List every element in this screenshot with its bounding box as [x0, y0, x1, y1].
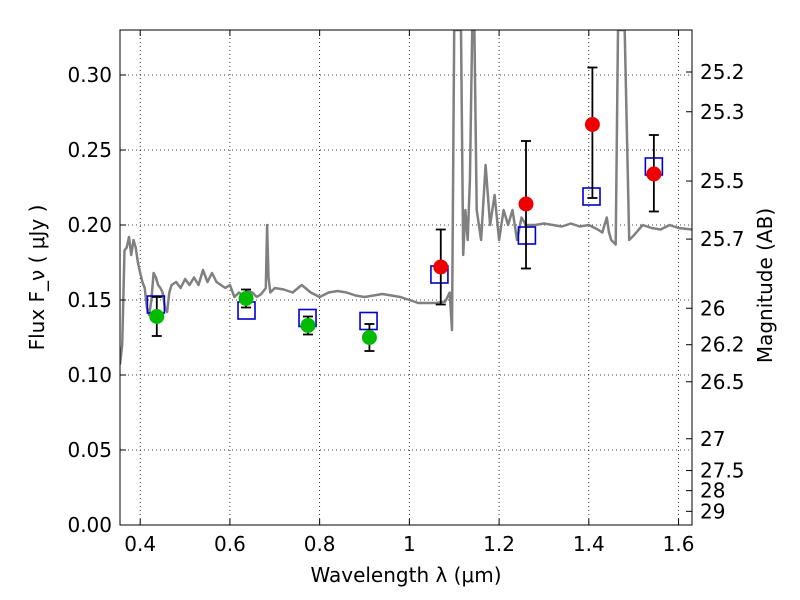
y2-tick-label: 26	[700, 296, 725, 320]
series-layer	[120, 30, 692, 365]
photometry-point	[300, 318, 316, 333]
x-tick-label: 0.4	[124, 532, 156, 556]
x-tick-label: 1.2	[483, 532, 515, 556]
y-tick-label: 0.25	[67, 138, 112, 162]
y2-tick-label: 29	[700, 499, 725, 523]
ticks: 0.4 0.6 0.8 1 1.2 1.4 1.6 0.00 0.05 0.10 0.15 0.20 0…	[67, 30, 745, 556]
y-tick-label: 0.00	[67, 513, 112, 537]
photometry-point	[361, 330, 377, 345]
x-tick-label: 1.4	[573, 532, 605, 556]
secondary-y-axis-label: Magnitude (AB)	[753, 208, 777, 363]
x-tick-label: 0.6	[214, 532, 246, 556]
y2-tick-label: 26.2	[700, 333, 745, 357]
x-axis-label: Wavelength λ (μm)	[310, 563, 501, 587]
photometry-point	[584, 117, 600, 132]
y2-tick-label: 27	[700, 427, 725, 451]
y2-tick-label: 28	[700, 479, 725, 503]
y2-tick-label: 25.2	[700, 60, 745, 84]
photometry-point	[518, 196, 534, 212]
y-axis-label: Flux F_ν ( μJy )	[25, 205, 49, 351]
x-tick-label: 0.8	[304, 532, 336, 556]
y2-tick-label: 25.5	[700, 169, 745, 193]
photometry-point	[433, 259, 449, 275]
y2-tick-label: 26.5	[700, 370, 745, 394]
y-tick-label: 0.05	[67, 438, 112, 462]
model-spectrum-line	[120, 30, 692, 365]
x-tick-label: 1.6	[663, 532, 695, 556]
plot-frame	[119, 29, 693, 526]
y-tick-label: 0.30	[67, 63, 112, 87]
y2-tick-label: 27.5	[700, 459, 745, 483]
photometry-point	[238, 291, 254, 306]
y-tick-label: 0.10	[67, 363, 112, 387]
y-tick-label: 0.15	[67, 288, 112, 312]
y-tick-label: 0.20	[67, 213, 112, 237]
y2-tick-label: 25.7	[700, 227, 745, 251]
photometry-point	[149, 309, 165, 324]
y2-tick-label: 25.3	[700, 100, 745, 124]
x-tick-label: 1	[403, 532, 416, 556]
photometry-point	[646, 166, 662, 182]
